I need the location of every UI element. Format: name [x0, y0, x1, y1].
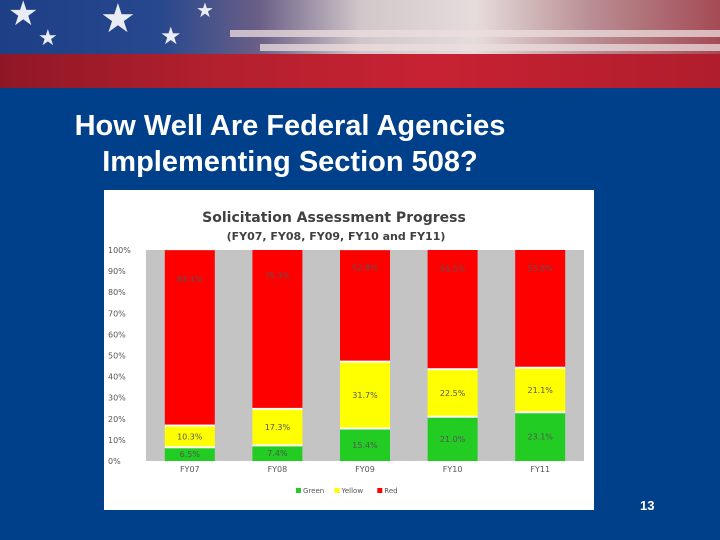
- flag-white-stripe: [260, 44, 720, 51]
- bars: 6.5% 10.3% 83.1% 7.4% 17.3% 75.3% 15.4% 31.7% 52…: [164, 250, 566, 461]
- data-label: 15.4%: [352, 441, 378, 450]
- chart-subtitle: (FY07, FY08, FY09, FY10 and FY11): [227, 230, 446, 243]
- bar-green-fy10: [427, 416, 478, 461]
- bar-yellow-fy11: [515, 367, 566, 413]
- data-label: 83.1%: [177, 275, 203, 284]
- bar-green-fy08: [252, 445, 303, 461]
- legend-label-yellow: Yellow: [341, 487, 364, 495]
- x-tick-label: FY11: [530, 465, 550, 474]
- legend-swatch-red: [377, 488, 383, 493]
- x-tick-label: FY08: [268, 465, 288, 474]
- x-tick-label: FY09: [355, 465, 375, 474]
- segment-divider: [252, 444, 303, 447]
- stacked-bar-chart: Solicitation Assessment Progress (FY07, …: [108, 210, 584, 495]
- x-axis: FY07 FY08 FY09 FY10 FY11: [180, 465, 550, 474]
- segment-divider: [515, 411, 566, 414]
- y-tick-label: 100%: [108, 246, 131, 255]
- bar-green-fy07: [164, 447, 215, 461]
- bar-yellow-fy09: [340, 361, 390, 429]
- y-tick-label: 90%: [108, 267, 126, 276]
- segment-divider: [427, 368, 478, 371]
- legend-label-red: Red: [384, 487, 397, 495]
- star-icon: ★: [8, 0, 39, 34]
- star-icon: ★: [38, 26, 58, 51]
- flag-banner: ★ ★ ★ ★ ★: [0, 0, 720, 88]
- legend: Green Yellow Red: [296, 487, 398, 495]
- legend-label-green: Green: [303, 487, 324, 495]
- star-icon: ★: [160, 22, 182, 50]
- y-tick-label: 60%: [108, 330, 126, 339]
- data-label: 6.5%: [180, 450, 201, 459]
- bar-red-fy08: [252, 250, 303, 409]
- segment-divider: [340, 360, 390, 363]
- data-label: 55.8%: [527, 264, 553, 273]
- data-label: 17.3%: [265, 423, 291, 432]
- legend-swatch-yellow: [334, 488, 340, 493]
- segment-divider: [515, 366, 566, 369]
- bar-red-fy10: [427, 250, 478, 370]
- slide-title: How Well Are Federal Agencies Implementi…: [74, 110, 506, 178]
- data-label: 52.8%: [352, 263, 378, 272]
- segment-divider: [427, 415, 478, 418]
- bar-yellow-fy10: [427, 369, 478, 417]
- bar-red-fy09: [340, 250, 390, 362]
- chart-title: Solicitation Assessment Progress: [202, 210, 466, 226]
- legend-swatch-green: [296, 488, 301, 493]
- bar-yellow-fy07: [164, 425, 215, 448]
- data-label: 21.0%: [440, 435, 466, 444]
- data-label: 31.7%: [352, 391, 378, 400]
- data-label: 22.5%: [440, 389, 466, 398]
- page-number: 13: [640, 498, 655, 513]
- bar-green-fy11: [515, 412, 566, 461]
- chart-frame: Solicitation Assessment Progress (FY07, …: [104, 190, 594, 510]
- bar-red-fy11: [515, 250, 566, 368]
- data-label: 21.1%: [527, 386, 553, 395]
- y-tick-label: 50%: [108, 352, 126, 361]
- flag-white-stripe: [230, 30, 720, 37]
- bar-yellow-fy08: [252, 408, 303, 446]
- bar-red-fy07: [164, 250, 215, 426]
- segment-divider: [164, 424, 215, 427]
- y-tick-label: 70%: [108, 309, 126, 318]
- segment-divider: [164, 446, 215, 449]
- segment-divider: [340, 427, 390, 430]
- x-tick-label: FY07: [180, 465, 200, 474]
- y-tick-label: 0%: [108, 457, 121, 466]
- y-axis: 0% 10% 20% 30% 40% 50% 60% 70% 80% 90% 100%: [108, 246, 131, 466]
- data-label: 7.4%: [267, 449, 288, 458]
- y-tick-label: 30%: [108, 394, 126, 403]
- star-icon: ★: [196, 0, 214, 22]
- data-label: 23.1%: [527, 433, 553, 442]
- data-label: 75.3%: [265, 272, 291, 281]
- y-tick-label: 20%: [108, 415, 126, 424]
- y-tick-label: 40%: [108, 373, 126, 382]
- segment-divider: [252, 407, 303, 410]
- bar-green-fy09: [340, 428, 390, 461]
- y-tick-label: 10%: [108, 436, 126, 445]
- data-label: 10.3%: [177, 432, 203, 441]
- star-icon: ★: [100, 0, 136, 42]
- y-tick-label: 80%: [108, 288, 126, 297]
- flag-red-stripe: [0, 54, 720, 88]
- x-tick-label: FY10: [443, 465, 463, 474]
- data-label: 56.5%: [440, 264, 466, 273]
